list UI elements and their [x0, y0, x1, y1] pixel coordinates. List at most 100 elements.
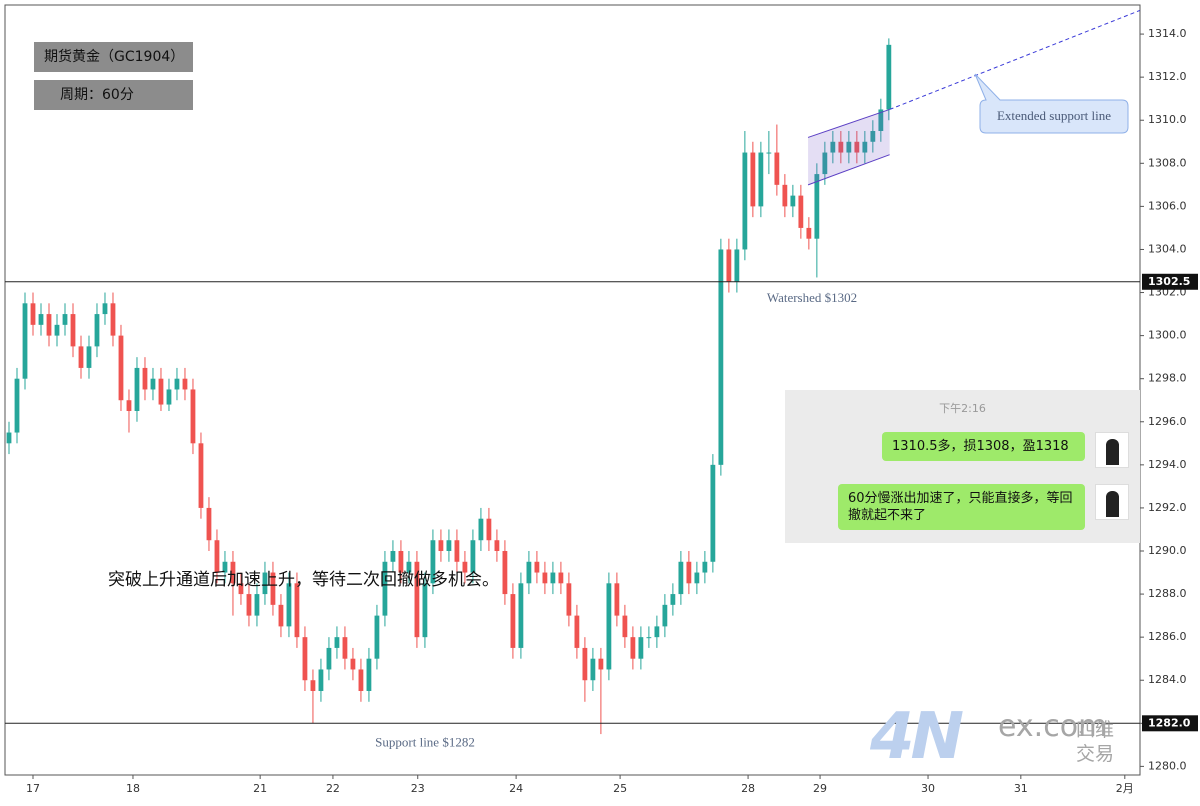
candle-body [630, 637, 636, 659]
chat-time: 下午2:16 [939, 402, 986, 415]
candle-body [326, 647, 332, 670]
y-tick-label: 1294.0 [1148, 458, 1187, 471]
candle-body [358, 669, 364, 691]
y-tick-label: 1284.0 [1148, 673, 1187, 686]
candle-body [790, 195, 796, 207]
candle-body [886, 44, 892, 110]
candle-body [206, 507, 212, 541]
candle-body [150, 378, 156, 390]
watermark-logo: 4N [870, 700, 964, 774]
candle-body [22, 303, 28, 379]
y-tick-label: 1292.0 [1148, 501, 1187, 514]
chat-panel: 下午2:16 1310.5多，损1308，盈1318 60分慢涨出加速了，只能直… [785, 390, 1140, 543]
candle-body [702, 561, 708, 573]
x-tick-label: 23 [411, 782, 425, 795]
y-tick-label: 1314.0 [1148, 27, 1187, 40]
candle-body [110, 303, 116, 336]
avatar [1095, 432, 1129, 468]
x-tick-label: 29 [813, 782, 827, 795]
candle-body [430, 540, 436, 584]
channel-lower [807, 154, 890, 186]
candle-body [726, 249, 732, 282]
candle-body [118, 335, 124, 401]
candle-body [14, 378, 20, 433]
candle-body [470, 540, 476, 573]
candle-body [574, 615, 580, 648]
candle-body [486, 518, 492, 541]
candle-body [30, 303, 36, 325]
candle-body [422, 583, 428, 638]
candle-body [334, 637, 340, 648]
candle-body [582, 647, 588, 681]
candle-body [126, 400, 132, 411]
candle-body [446, 540, 452, 551]
candle-body [302, 637, 308, 681]
candle-body [774, 152, 780, 185]
price-tag [1142, 715, 1198, 732]
candle-body [806, 227, 812, 239]
y-tick-label: 1298.0 [1148, 372, 1187, 385]
avatar [1095, 484, 1129, 520]
candle-body [518, 583, 524, 648]
candle-body [614, 583, 620, 616]
candle-body [318, 669, 324, 691]
candle-body [854, 141, 860, 153]
callout [974, 73, 1129, 134]
candle-body [742, 152, 748, 250]
candle-body [198, 443, 204, 508]
candle-body [366, 658, 372, 691]
candle-body [38, 314, 44, 325]
candle-body [646, 637, 652, 639]
candle-body [414, 561, 420, 638]
candle-body [246, 594, 252, 616]
candle-body [534, 561, 540, 573]
candle-body [638, 637, 644, 659]
x-tick-label: 21 [253, 782, 267, 795]
price-tag-label: 1302.5 [1148, 275, 1190, 288]
candle-body [822, 152, 828, 175]
candle-body [542, 572, 548, 584]
callout-label: Extended support line [997, 108, 1111, 123]
candle-body [670, 594, 676, 605]
candle-body [190, 389, 196, 444]
candle-body [606, 583, 612, 670]
candle-body [558, 572, 564, 584]
candle-body [622, 615, 628, 638]
candle-body [598, 658, 604, 670]
chat-message: 1310.5多，损1308，盈1318 [882, 432, 1085, 461]
x-tick-label: 30 [921, 782, 935, 795]
channel [808, 109, 890, 185]
candle-body [78, 346, 84, 368]
candle-body [758, 152, 764, 207]
candle-body [238, 583, 244, 595]
candle-body [478, 518, 484, 541]
chat-message: 60分慢涨出加速了，只能直接多，等回撤就起不来了 [838, 484, 1085, 530]
candle-body [526, 561, 532, 584]
line-label: Watershed $1302 [767, 290, 857, 305]
candle-body [254, 594, 260, 616]
instrument-label: 期货黄金（GC1904） [34, 42, 193, 72]
candle-body [734, 249, 740, 282]
x-tick-label: 24 [509, 782, 523, 795]
extension-line [889, 9, 1141, 110]
candle-body [454, 540, 460, 562]
y-tick-label: 1296.0 [1148, 415, 1187, 428]
candle-body [70, 314, 76, 347]
candle-body [462, 561, 468, 573]
candle-body [590, 658, 596, 681]
candle-body [142, 367, 148, 390]
candle-body [510, 594, 516, 648]
candle-body [6, 432, 12, 444]
candle-body [86, 346, 92, 368]
candle-body [566, 583, 572, 616]
candle-body [342, 637, 348, 659]
price-tag-label: 1282.0 [1148, 716, 1191, 729]
candle-body [494, 540, 500, 551]
price-tag [1142, 273, 1198, 290]
candle-body [846, 141, 852, 153]
candle-body [766, 152, 772, 154]
candle-body [686, 561, 692, 584]
watermark-site: ex.com [998, 709, 1108, 744]
x-tick-label: 25 [613, 782, 627, 795]
